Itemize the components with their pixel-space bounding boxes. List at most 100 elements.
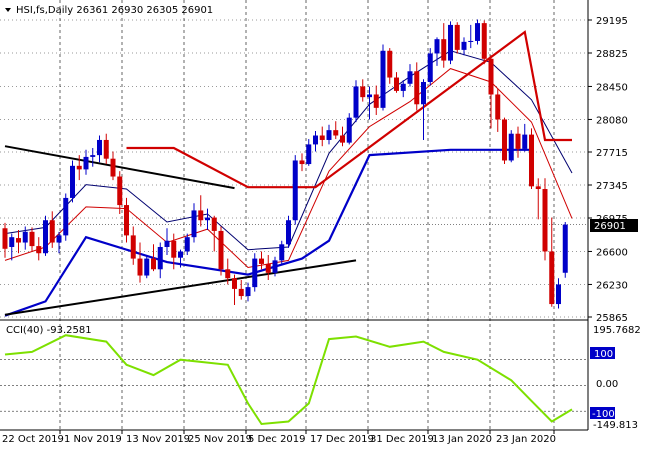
candle[interactable] [225, 258, 231, 285]
candle[interactable] [333, 121, 339, 140]
candle[interactable] [265, 255, 271, 280]
candle-body [434, 39, 440, 54]
candle[interactable] [198, 195, 204, 227]
candle[interactable] [481, 20, 487, 65]
candle[interactable] [340, 126, 345, 147]
candle-body [373, 94, 379, 108]
candle[interactable] [279, 240, 285, 264]
candle[interactable] [400, 80, 406, 98]
candle[interactable] [542, 178, 548, 261]
candle[interactable] [259, 251, 264, 270]
candle[interactable] [56, 231, 62, 254]
candle[interactable] [367, 86, 372, 120]
candle[interactable] [468, 24, 474, 49]
candle[interactable] [157, 242, 163, 279]
candle[interactable] [421, 79, 426, 140]
candlesticks[interactable] [2, 19, 568, 309]
candle[interactable] [16, 230, 21, 254]
candle-body [468, 40, 474, 42]
candle[interactable] [211, 215, 217, 252]
candle-body [495, 94, 501, 120]
x-tick-label: 17 Dec 2019 [310, 434, 374, 445]
candle-body [394, 77, 399, 91]
candle[interactable] [130, 226, 136, 265]
candle[interactable] [529, 128, 534, 190]
candle[interactable] [22, 226, 28, 250]
candle[interactable] [313, 131, 318, 152]
dropdown-triangle-icon[interactable] [5, 8, 11, 12]
candle[interactable] [299, 153, 305, 172]
candle[interactable] [326, 124, 332, 145]
candle[interactable] [562, 222, 568, 278]
candle[interactable] [461, 37, 467, 56]
trend-line [4, 145, 235, 190]
candle-body [110, 158, 116, 177]
candle[interactable] [434, 37, 440, 66]
candle[interactable] [76, 155, 82, 181]
candle[interactable] [394, 72, 399, 93]
candle[interactable] [36, 237, 42, 261]
candle[interactable] [475, 19, 480, 45]
candle-body [137, 258, 143, 276]
candle[interactable] [191, 203, 197, 243]
candle[interactable] [556, 278, 561, 309]
candle[interactable] [49, 211, 55, 248]
candle[interactable] [427, 48, 433, 86]
price-axis: 2919528825284502808027715273452697526600… [588, 16, 628, 324]
candle[interactable] [353, 80, 359, 123]
candle[interactable] [90, 147, 96, 167]
candle[interactable] [549, 217, 555, 307]
candle[interactable] [407, 64, 413, 87]
candle[interactable] [522, 123, 528, 152]
candle[interactable] [178, 249, 183, 268]
candle[interactable] [2, 222, 8, 258]
y-tick-label: 25865 [596, 313, 628, 324]
candle[interactable] [110, 151, 116, 181]
candle[interactable] [346, 113, 352, 145]
candle[interactable] [495, 89, 501, 132]
candle[interactable] [232, 274, 237, 305]
candle[interactable] [151, 244, 156, 272]
candle[interactable] [97, 135, 102, 163]
candle[interactable] [441, 23, 447, 68]
candle[interactable] [117, 171, 123, 214]
candle[interactable] [252, 253, 258, 292]
candle[interactable] [70, 160, 75, 203]
candle[interactable] [238, 279, 244, 300]
candle[interactable] [515, 126, 521, 158]
candle[interactable] [292, 155, 298, 225]
candle[interactable] [29, 227, 35, 252]
candle[interactable] [414, 62, 420, 111]
candle[interactable] [83, 149, 89, 175]
candle[interactable] [306, 139, 312, 166]
candle[interactable] [373, 85, 379, 115]
candle[interactable] [448, 21, 453, 65]
candle[interactable] [164, 228, 170, 256]
candle[interactable] [488, 55, 494, 129]
grid-lines [0, 0, 588, 430]
candle[interactable] [43, 215, 48, 256]
candle[interactable] [508, 130, 514, 163]
candle[interactable] [63, 193, 69, 241]
candle[interactable] [103, 133, 109, 165]
candle[interactable] [137, 242, 143, 283]
candle[interactable] [171, 233, 177, 270]
candle[interactable] [360, 79, 366, 102]
candle[interactable] [144, 255, 150, 279]
candle[interactable] [124, 197, 129, 243]
candle[interactable] [184, 233, 190, 256]
candle[interactable] [387, 48, 393, 84]
candle[interactable] [502, 117, 507, 165]
candle[interactable] [9, 233, 15, 261]
candle[interactable] [218, 226, 224, 276]
candle[interactable] [380, 44, 386, 111]
candle[interactable] [286, 215, 291, 248]
candle[interactable] [319, 126, 325, 147]
candle[interactable] [205, 208, 210, 231]
candle[interactable] [535, 178, 541, 220]
candle[interactable] [272, 256, 278, 277]
candle-body [191, 210, 197, 238]
candle[interactable] [454, 22, 460, 54]
candle[interactable] [245, 282, 251, 302]
